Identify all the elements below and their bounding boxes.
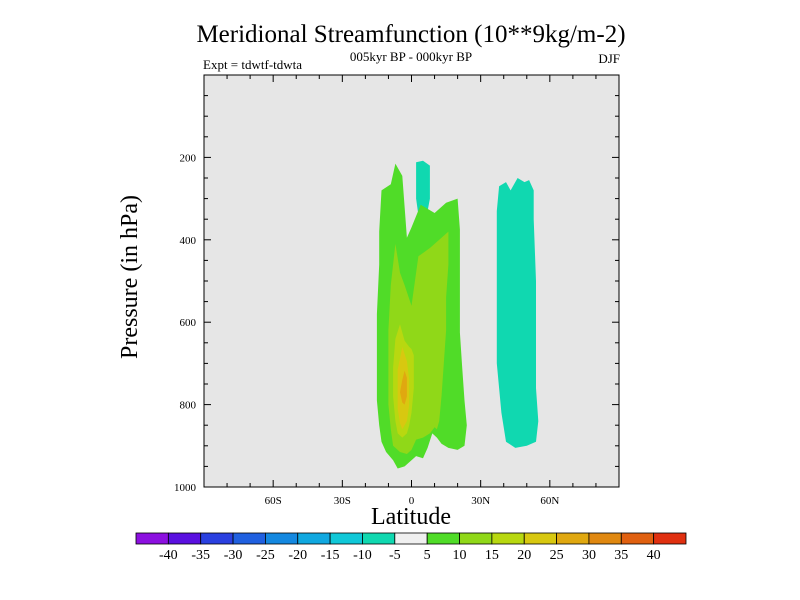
colorbar-box [394, 532, 428, 545]
colorbar-box [426, 532, 460, 545]
cell-nh-teal [496, 178, 539, 448]
colorbar-box [265, 532, 299, 545]
cell-sh-upper-teal [416, 160, 430, 218]
chart-title: Meridional Streamfunction (10**9kg/m-2) [196, 21, 625, 48]
colorbar-label: -30 [224, 548, 243, 563]
season-label: DJF [598, 51, 620, 66]
colorbar-box [200, 532, 234, 545]
colorbar-box [459, 532, 493, 545]
colorbar-label: 15 [485, 548, 499, 563]
colorbar-label: 10 [453, 548, 467, 563]
cell-core-orange [400, 370, 407, 405]
colorbar-label: 35 [614, 548, 628, 563]
colorbar-box [523, 532, 557, 545]
y-tick-label: 400 [180, 235, 197, 247]
colorbar-box [653, 532, 687, 545]
colorbar-label: -20 [288, 548, 307, 563]
y-tick-label: 200 [180, 152, 197, 164]
colorbar-label: 30 [582, 548, 596, 563]
y-axis-label: Pressure (in hPa) [117, 195, 143, 359]
colorbar-box [620, 532, 655, 545]
colorbar-box [362, 532, 396, 545]
colorbar-box [167, 532, 202, 545]
x-tick-label: 30S [334, 495, 351, 507]
x-tick-label: 0 [409, 495, 415, 507]
colorbar-label: 5 [424, 548, 431, 563]
colorbar-box [588, 532, 622, 545]
colorbar-box [232, 532, 266, 545]
colorbar-label: -35 [191, 548, 210, 563]
colorbar-label: -5 [389, 548, 401, 563]
colorbar-box [135, 532, 169, 545]
colorbar-box [329, 532, 363, 545]
y-tick-label: 1000 [174, 482, 197, 494]
x-axis-label: Latitude [371, 504, 451, 530]
chart-subtitle: 005kyr BP - 000kyr BP [350, 49, 472, 64]
colorbar-label: 40 [647, 548, 661, 563]
colorbar-label: 20 [517, 548, 531, 563]
x-tick-label: 60S [265, 495, 282, 507]
colorbar-box [491, 532, 525, 545]
colorbar-box [297, 532, 331, 545]
x-tick-label: 30N [471, 495, 490, 507]
colorbar-label: 25 [550, 548, 564, 563]
colorbar-box [556, 532, 590, 545]
x-tick-label: 60N [540, 495, 559, 507]
y-tick-label: 800 [180, 400, 197, 412]
colorbar-label: -15 [321, 548, 340, 563]
colorbar-label: -25 [256, 548, 275, 563]
expt-label: Expt = tdwtf-tdwta [203, 57, 302, 72]
y-tick-label: 600 [180, 317, 197, 329]
colorbar-label: -10 [353, 548, 372, 563]
colorbar-label: -40 [159, 548, 178, 563]
